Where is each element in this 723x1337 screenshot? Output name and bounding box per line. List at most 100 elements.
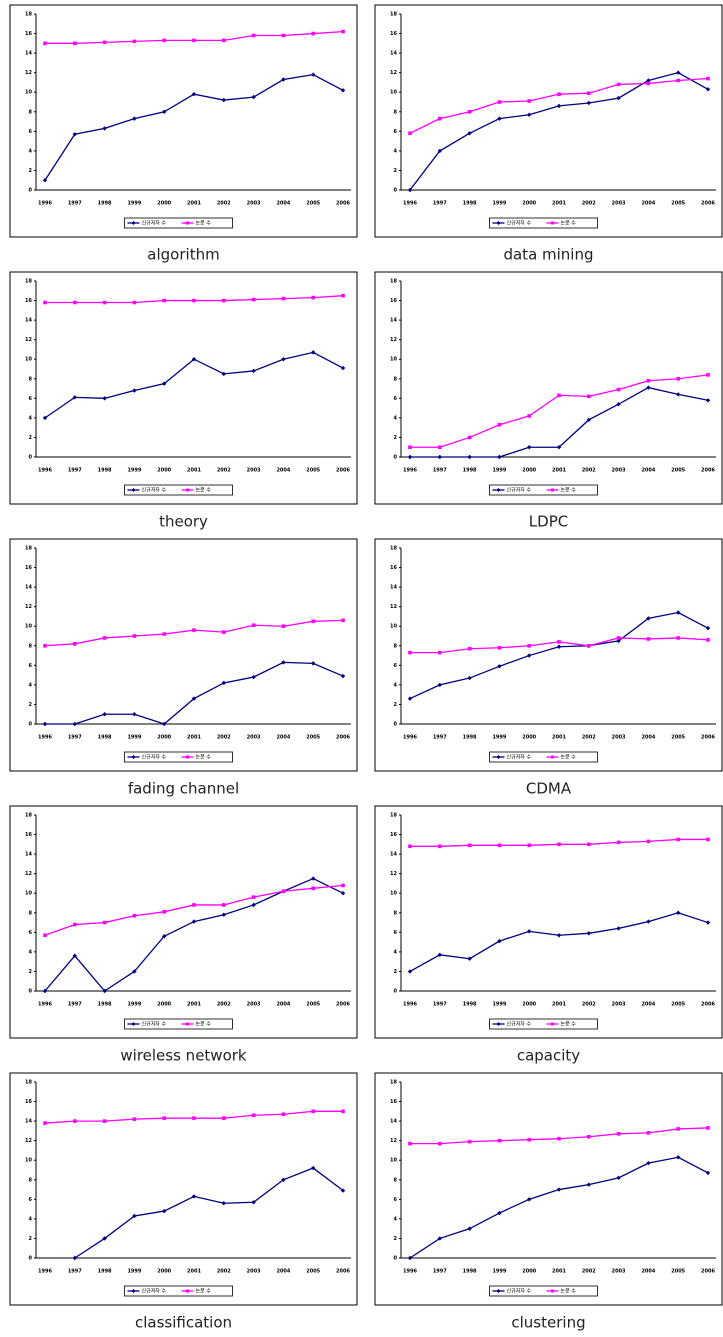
y-tick-label: 10 [25,90,32,96]
x-tick-label: 2002 [217,1002,231,1008]
x-tick-label: 2004 [276,468,290,474]
y-tick-label: 2 [29,702,33,708]
point [281,296,286,301]
x-tick-label: 2004 [276,201,290,207]
y-tick-label: 2 [394,702,398,708]
y-tick-label: 12 [25,337,32,343]
point [497,664,502,669]
y-tick-label: 0 [29,455,33,461]
point [467,109,472,114]
point [646,385,651,390]
point [408,650,412,655]
point [676,636,680,640]
point [556,445,562,450]
x-tick-label: 1999 [492,1002,506,1008]
point [527,1197,532,1202]
x-tick-label: 2000 [522,201,536,207]
point [705,625,711,631]
legend-frame [489,1018,598,1030]
point [616,1132,621,1136]
y-tick-label: 12 [390,871,397,877]
point [587,643,591,648]
point [73,1119,77,1123]
legend-label: 논문 수 [561,221,577,227]
chart-frame [374,271,723,505]
point [557,92,561,96]
point [556,933,562,938]
legend-frame [124,484,233,496]
point [72,953,77,958]
x-tick-label: 2003 [247,468,261,474]
point [438,650,442,655]
y-tick-label: 4 [29,682,33,688]
y-tick-label: 2 [29,969,33,975]
y-tick-label: 6 [29,1197,33,1203]
y-tick-label: 8 [29,1177,33,1183]
point [281,624,286,629]
point [251,94,256,100]
point [646,1131,651,1135]
chart-title: clustering [511,1314,585,1332]
x-tick-label: 2002 [217,1269,231,1275]
x-tick-label: 2001 [552,735,566,741]
legend-label: 논문 수 [196,221,212,227]
point [408,131,412,136]
point [438,116,442,121]
x-tick-label: 2005 [306,468,320,474]
point [162,38,166,43]
y-tick-label: 0 [29,188,33,194]
x-tick-label: 1999 [127,735,141,741]
y-tick-label: 8 [394,376,398,382]
y-tick-label: 4 [29,148,33,154]
x-tick-label: 1997 [68,468,82,474]
y-tick-label: 14 [25,1119,32,1125]
legend-marker [496,488,501,492]
y-tick-label: 8 [29,910,33,916]
x-tick-label: 2000 [522,1269,536,1275]
point [311,619,315,624]
point [408,1141,412,1146]
y-tick-label: 8 [394,643,398,649]
point [437,682,442,688]
x-tick-label: 2004 [641,735,655,741]
chart-title: fading channel [128,780,239,798]
point [587,842,591,847]
legend-label: 신규저자 수 [507,487,532,494]
legend-label: 논문 수 [196,755,212,761]
y-tick-label: 8 [394,1177,398,1183]
point [616,402,621,407]
x-tick-label: 2002 [582,1269,596,1275]
x-tick-label: 2001 [552,468,566,474]
x-tick-label: 1998 [98,735,112,741]
point [222,630,226,634]
point [527,643,531,648]
chart-title: capacity [517,1047,580,1065]
legend-label: 논문 수 [561,1022,577,1028]
point [467,675,472,681]
legend-marker [186,1289,189,1293]
chart-frame [9,538,358,772]
point [222,1116,226,1120]
point [676,610,681,615]
point [586,100,591,106]
x-tick-label: 2001 [187,468,201,474]
x-tick-label: 2006 [701,1002,715,1008]
point [676,70,681,75]
legend-frame [489,217,598,229]
chart: 0 2 4 6 8 10 12 14 16 18 1996 1997 1998 1999 2000 2001 2… [374,271,723,505]
point [527,112,532,117]
y-tick-label: 0 [394,1256,398,1262]
point [646,919,651,924]
chart-frame [9,271,358,505]
x-tick-label: 2000 [157,1269,171,1275]
legend-marker [186,1022,189,1026]
point [340,673,346,679]
y-tick-label: 2 [394,1236,398,1242]
point [43,1121,47,1125]
x-tick-label: 1999 [492,735,506,741]
chart: 0 2 4 6 8 10 12 14 16 18 1996 1997 1998 1999 2000 2001 2… [9,538,358,772]
x-tick-label: 2005 [671,735,685,741]
point [281,1112,286,1117]
point [222,298,226,303]
